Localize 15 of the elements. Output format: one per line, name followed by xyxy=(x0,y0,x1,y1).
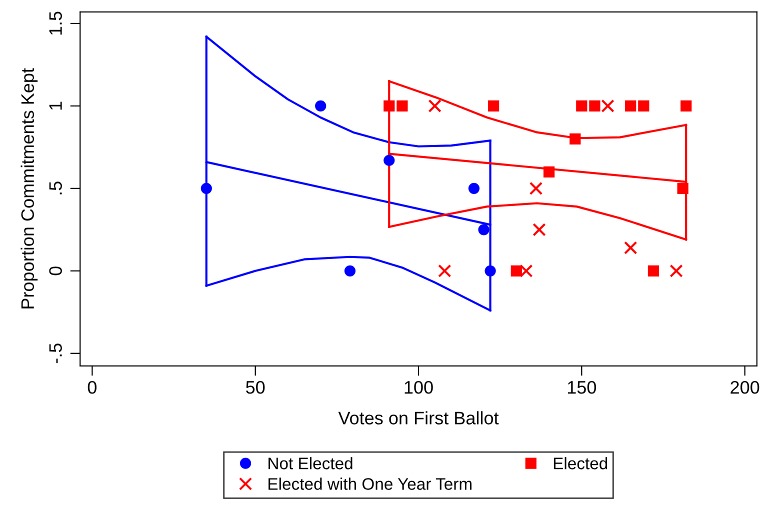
legend-label: Not Elected xyxy=(268,457,352,470)
x-axis-title: Votes on First Ballot xyxy=(338,411,499,424)
x-tick-label: 0 xyxy=(88,380,97,394)
legend-label: Elected xyxy=(554,457,608,470)
x-tick-label: 50 xyxy=(246,380,265,394)
y-tick-label: 0 xyxy=(49,266,62,276)
x-tick-label: 200 xyxy=(730,380,760,394)
x-tick-label: 150 xyxy=(568,380,596,394)
y-axis-title: Proportion Commitments Kept xyxy=(20,68,38,308)
y-tick-label: -.5 xyxy=(49,344,62,364)
y-tick-label: 1 xyxy=(49,102,62,110)
x-tick-label: 100 xyxy=(404,380,433,394)
legend-label: Elected with One Year Term xyxy=(268,478,472,490)
y-tick-label: 1.5 xyxy=(49,12,62,35)
y-tick-label: .5 xyxy=(49,182,62,194)
